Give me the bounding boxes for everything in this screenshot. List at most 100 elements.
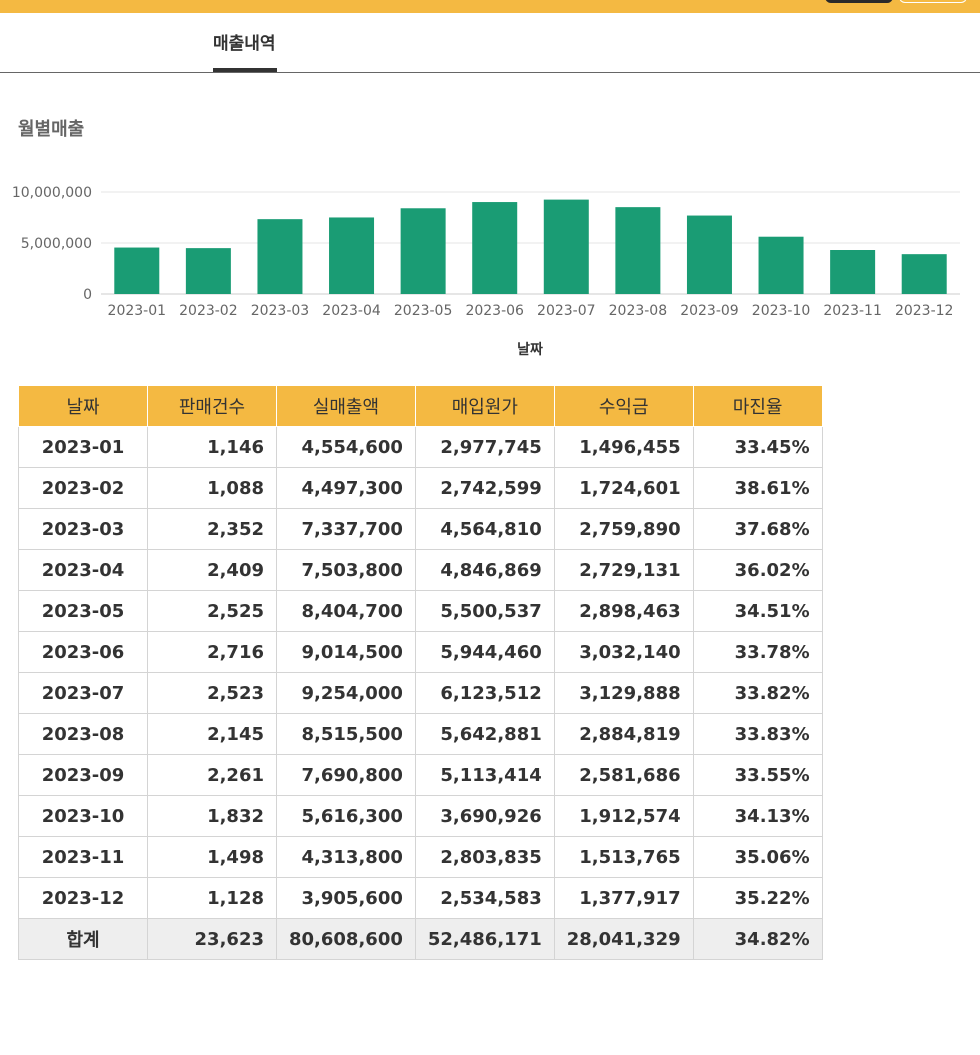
bar — [257, 219, 303, 294]
table-cell: 5,944,460 — [414, 631, 555, 673]
table-row: 2023-10 1,832 5,616,300 3,690,926 1,912,574 3… — [18, 795, 823, 837]
table-cell: 7,503,800 — [276, 549, 416, 591]
table-cell: 37.68% — [692, 508, 823, 550]
table-cell: 2023-01 — [18, 426, 148, 468]
table-cell: 34.13% — [692, 795, 823, 837]
top-header-bar — [0, 0, 980, 13]
table-cell: 2023-03 — [18, 508, 148, 550]
table-cell: 2023-06 — [18, 631, 148, 673]
table-cell: 1,498 — [147, 836, 277, 878]
table-cell: 2023-07 — [18, 672, 148, 714]
table-cell: 1,128 — [147, 877, 277, 919]
x-tick-label: 2023-10 — [752, 303, 811, 319]
table-cell: 5,616,300 — [276, 795, 416, 837]
table-row: 2023-12 1,128 3,905,600 2,534,583 1,377,917 3… — [18, 877, 823, 919]
table-cell: 2,352 — [147, 508, 277, 550]
table-cell: 4,564,810 — [414, 508, 555, 550]
header-profit: 수익금 — [553, 385, 694, 427]
table-cell: 1,513,765 — [553, 836, 694, 878]
table-cell: 2023-10 — [18, 795, 148, 837]
section-title: 월별매출 — [18, 119, 85, 140]
table-cell: 2023-11 — [18, 836, 148, 878]
table-cell: 3,032,140 — [553, 631, 694, 673]
table-cell: 2,409 — [147, 549, 277, 591]
table-cell: 34.51% — [692, 590, 823, 632]
x-tick-label: 2023-08 — [609, 303, 668, 319]
table-cell: 1,724,601 — [553, 467, 694, 509]
table-cell: 35.06% — [692, 836, 823, 878]
table-row: 2023-08 2,145 8,515,500 5,642,881 2,884,819 3… — [18, 713, 823, 755]
table-header-row: 날짜 판매건수 실매출액 매입원가 수익금 마진율 — [18, 385, 823, 427]
table-cell: 2,977,745 — [414, 426, 555, 468]
x-tick-label: 2023-04 — [322, 303, 381, 319]
header-revenue: 실매출액 — [276, 385, 416, 427]
bar — [830, 249, 876, 294]
table-cell: 4,497,300 — [276, 467, 416, 509]
bar — [686, 215, 732, 294]
y-tick-label: 5,000,000 — [21, 236, 92, 252]
bar — [472, 202, 518, 294]
table-cell: 1,146 — [147, 426, 277, 468]
table-cell: 2023-08 — [18, 713, 148, 755]
bar — [329, 217, 375, 294]
x-axis-label: 날짜 — [517, 342, 543, 358]
table-row: 2023-03 2,352 7,337,700 4,564,810 2,759,890 3… — [18, 508, 823, 550]
table-cell: 1,377,917 — [553, 877, 694, 919]
table-cell: 2023-02 — [18, 467, 148, 509]
table-cell: 4,313,800 — [276, 836, 416, 878]
table-row: 2023-04 2,409 7,503,800 4,846,869 2,729,131 3… — [18, 549, 823, 591]
table-cell: 4,846,869 — [414, 549, 555, 591]
table-total-row: 합계 23,623 80,608,600 52,486,171 28,041,329 34… — [18, 918, 823, 960]
table-cell: 3,690,926 — [414, 795, 555, 837]
tab-sales-history[interactable]: 매출내역 — [213, 34, 276, 54]
table-cell: 2023-12 — [18, 877, 148, 919]
table-cell: 33.55% — [692, 754, 823, 796]
header-margin: 마진율 — [692, 385, 823, 427]
table-cell: 7,690,800 — [276, 754, 416, 796]
table-cell: 3,905,600 — [276, 877, 416, 919]
header-cost: 매입원가 — [414, 385, 555, 427]
sales-table: 날짜 판매건수 실매출액 매입원가 수익금 마진율 2023-01 1,146 4,… — [18, 385, 823, 960]
table-cell: 9,254,000 — [276, 672, 416, 714]
table-cell: 1,912,574 — [553, 795, 694, 837]
table-cell: 3,129,888 — [553, 672, 694, 714]
table-cell: 7,337,700 — [276, 508, 416, 550]
x-tick-label: 2023-11 — [823, 303, 882, 319]
table-cell: 2023-05 — [18, 590, 148, 632]
table-cell: 2,759,890 — [553, 508, 694, 550]
table-cell: 5,642,881 — [414, 713, 555, 755]
table-cell: 2,898,463 — [553, 590, 694, 632]
table-row: 2023-09 2,261 7,690,800 5,113,414 2,581,686 3… — [18, 754, 823, 796]
table-cell: 2,581,686 — [553, 754, 694, 796]
table-cell: 33.82% — [692, 672, 823, 714]
bar — [758, 236, 804, 294]
table-cell: 2023-09 — [18, 754, 148, 796]
table-cell: 2023-04 — [18, 549, 148, 591]
table-body: 2023-01 1,146 4,554,600 2,977,745 1,496,455 3… — [18, 426, 823, 960]
table-cell: 5,113,414 — [414, 754, 555, 796]
table-cell: 2,534,583 — [414, 877, 555, 919]
table-cell: 36.02% — [692, 549, 823, 591]
table-cell: 8,515,500 — [276, 713, 416, 755]
y-tick-label: 10,000,000 — [12, 185, 92, 201]
bar — [400, 208, 446, 294]
header-button-light[interactable] — [899, 0, 967, 3]
total-cell: 28,041,329 — [553, 918, 694, 960]
table-cell: 1,088 — [147, 467, 277, 509]
monthly-sales-chart: 10,000,000 5,000,000 0 2023-01 2023-02 2023-0… — [12, 185, 960, 319]
header-button-dark[interactable] — [825, 0, 893, 3]
table-cell: 2,884,819 — [553, 713, 694, 755]
bar — [543, 199, 589, 294]
x-tick-label: 2023-09 — [680, 303, 739, 319]
table-cell: 2,716 — [147, 631, 277, 673]
x-tick-label: 2023-03 — [251, 303, 310, 319]
total-cell: 80,608,600 — [276, 918, 416, 960]
bar — [114, 247, 160, 294]
tab-bar: 매출내역 — [0, 13, 980, 73]
y-tick-label: 0 — [83, 287, 92, 303]
table-cell: 2,261 — [147, 754, 277, 796]
table-cell: 2,525 — [147, 590, 277, 632]
table-row: 2023-05 2,525 8,404,700 5,500,537 2,898,463 3… — [18, 590, 823, 632]
table-cell: 38.61% — [692, 467, 823, 509]
x-tick-label: 2023-01 — [108, 303, 167, 319]
